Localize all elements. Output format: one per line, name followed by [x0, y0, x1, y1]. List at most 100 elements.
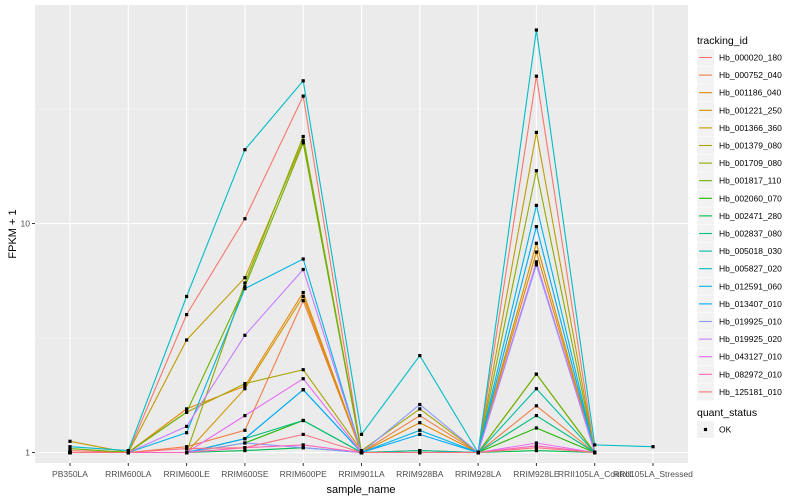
- legend-label: Hb_000020_180: [719, 53, 782, 63]
- x-axis-ticks: PB350LA RRIM600LA RRIM600LE RRIM600SE RRIM60…: [52, 463, 693, 479]
- x-tick-label: RRIM600LE: [163, 469, 210, 479]
- data-point: [243, 387, 247, 391]
- data-point: [534, 260, 538, 264]
- series-points: [68, 28, 655, 455]
- legend-label: Hb_002837_080: [719, 229, 782, 239]
- data-point: [534, 414, 538, 418]
- y-axis-title: FPKM + 1: [7, 209, 19, 258]
- data-point: [126, 449, 130, 453]
- data-point: [301, 299, 305, 303]
- legend-label: Hb_013407_010: [719, 299, 782, 309]
- legend-shape-items: OK: [697, 421, 732, 438]
- legend-label: Hb_019925_010: [719, 317, 782, 327]
- data-point: [593, 450, 597, 455]
- data-point: [243, 382, 247, 386]
- data-point: [243, 217, 247, 221]
- data-point: [185, 445, 189, 449]
- data-point: [301, 377, 305, 381]
- data-point: [243, 428, 247, 432]
- data-point: [359, 450, 364, 455]
- data-point: [243, 449, 247, 453]
- data-point: [301, 388, 305, 392]
- legend: tracking_id Hb_000020_180Hb_000752_040Hb…: [697, 35, 782, 438]
- legend-label: Hb_001221_250: [719, 105, 782, 115]
- legend-label: Hb_012591_060: [719, 281, 782, 291]
- data-point: [534, 444, 538, 448]
- data-point: [534, 404, 538, 408]
- data-point: [301, 446, 305, 450]
- legend-label: Hb_000752_040: [719, 70, 782, 80]
- data-point: [651, 445, 655, 449]
- data-point: [534, 446, 538, 450]
- data-point: [68, 445, 72, 449]
- data-point: [418, 402, 422, 407]
- data-point: [243, 441, 247, 445]
- data-point: [301, 368, 305, 372]
- legend-label: Hb_005018_030: [719, 246, 782, 256]
- series-line-hb-001186-040: [70, 250, 596, 454]
- data-point: [243, 446, 247, 450]
- legend-label: Hb_001817_110: [719, 176, 782, 186]
- series-line-hb-012591-060: [70, 205, 596, 454]
- data-point: [301, 432, 305, 436]
- legend-color-title: tracking_id: [697, 35, 748, 47]
- legend-label: Hb_001709_080: [719, 158, 782, 168]
- major-gridlines: [35, 5, 688, 463]
- x-axis-title: sample_name: [326, 484, 395, 496]
- series-line-hb-125181-010: [70, 433, 595, 454]
- data-point: [243, 437, 247, 441]
- data-point: [301, 79, 305, 83]
- data-point: [418, 407, 422, 411]
- data-point: [534, 449, 538, 453]
- data-point: [418, 421, 422, 425]
- legend-label: Hb_001186_040: [719, 88, 782, 98]
- data-point: [534, 130, 538, 134]
- y-tick-label: 10: [21, 219, 31, 229]
- data-point: [301, 94, 305, 98]
- data-point: [185, 424, 189, 428]
- data-point: [68, 449, 72, 453]
- data-point: [243, 384, 247, 388]
- data-point: [243, 148, 247, 152]
- x-tick-label: RRII105LA_Control: [558, 469, 632, 479]
- data-point: [534, 250, 538, 254]
- data-point: [534, 74, 538, 78]
- data-point: [185, 431, 189, 435]
- data-point: [534, 169, 538, 173]
- legend-label: Hb_001379_080: [719, 141, 782, 151]
- legend-shape-title: quant_status: [697, 407, 757, 419]
- x-tick-label: RRIM600LA: [105, 469, 152, 479]
- legend-label: Hb_005827_020: [719, 264, 782, 274]
- y-tick-label: 1: [25, 448, 30, 458]
- data-point: [418, 428, 422, 432]
- series-line-hb-000020-180: [69, 76, 596, 454]
- data-point: [534, 241, 538, 245]
- data-point: [185, 294, 189, 299]
- data-point: [534, 387, 538, 391]
- legend-label: OK: [719, 425, 732, 435]
- data-point: [243, 276, 247, 280]
- data-point: [534, 263, 538, 267]
- legend-color-items: Hb_000020_180 Hb_000752_040 Hb_001186_040 H…: [697, 49, 782, 401]
- data-point: [301, 443, 305, 447]
- legend-label: Hb_002060_070: [719, 193, 782, 203]
- data-point: [359, 449, 364, 453]
- data-point: [418, 432, 422, 436]
- legend-label: Hb_001366_360: [719, 123, 782, 133]
- data-point: [593, 443, 597, 447]
- data-point: [185, 313, 189, 317]
- x-tick-label: RRIM600SE: [221, 469, 269, 479]
- x-tick-label: RRIM928BA: [396, 469, 444, 479]
- data-point: [534, 203, 538, 207]
- data-point: [68, 450, 72, 455]
- y-axis-ticks: 1 10: [21, 219, 35, 458]
- series-line-hb-019925-020: [70, 260, 596, 454]
- data-point: [185, 450, 189, 455]
- data-point: [68, 439, 72, 443]
- series-line-hb-001817-110: [69, 140, 596, 454]
- data-point: [359, 432, 364, 436]
- data-point: [243, 285, 247, 289]
- x-tick-label: RRIM928LE: [513, 469, 560, 479]
- x-tick-label: RRIM901LA: [338, 469, 385, 479]
